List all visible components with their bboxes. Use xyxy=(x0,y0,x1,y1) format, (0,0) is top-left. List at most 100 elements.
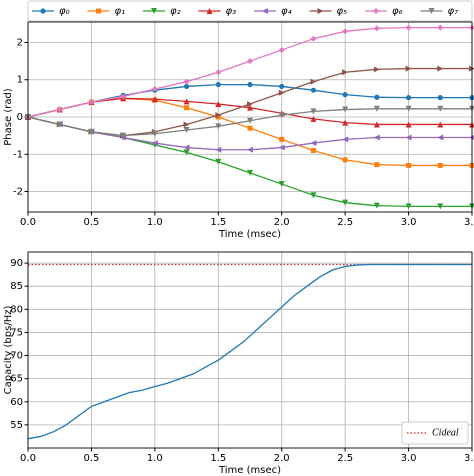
marker xyxy=(405,121,412,128)
series-line xyxy=(27,263,472,440)
marker xyxy=(278,112,285,119)
marker xyxy=(405,134,412,141)
x-tick-label: 1.5 xyxy=(210,453,226,464)
legend-marker xyxy=(96,8,101,14)
marker xyxy=(88,128,95,135)
y-axis-label: Phase (rad) xyxy=(3,88,14,146)
x-tick-label: 3.5 xyxy=(464,453,474,464)
marker xyxy=(469,203,474,210)
marker xyxy=(342,119,349,126)
marker xyxy=(247,100,253,107)
legend-marker xyxy=(428,8,435,14)
marker xyxy=(374,94,380,100)
marker xyxy=(437,24,444,31)
x-tick-label: 3.5 xyxy=(464,217,474,228)
marker xyxy=(278,89,285,96)
marker xyxy=(310,115,317,122)
marker xyxy=(183,127,190,134)
marker xyxy=(310,87,317,93)
marker xyxy=(342,199,349,206)
marker xyxy=(88,99,95,106)
marker xyxy=(342,28,349,35)
marker xyxy=(56,121,63,128)
y-tick-label: 90 xyxy=(10,258,23,269)
x-tick-label: 0.5 xyxy=(83,217,99,228)
marker xyxy=(215,69,222,76)
marker xyxy=(56,106,63,113)
marker xyxy=(151,130,158,137)
marker xyxy=(310,35,317,42)
marker xyxy=(437,134,444,141)
marker xyxy=(405,95,412,101)
legend-label: φ₅ xyxy=(337,6,348,17)
marker xyxy=(247,58,253,65)
x-tick-label: 0.5 xyxy=(83,453,99,464)
x-tick-label: 1.5 xyxy=(210,217,226,228)
marker xyxy=(342,136,349,143)
marker xyxy=(215,146,222,153)
marker xyxy=(215,112,222,119)
marker xyxy=(183,83,190,90)
legend-marker xyxy=(206,8,213,14)
marker xyxy=(310,140,317,147)
marker xyxy=(469,121,474,128)
marker xyxy=(183,98,190,105)
y-tick-label: 55 xyxy=(10,420,23,431)
x-tick-label: 2.5 xyxy=(337,453,353,464)
marker xyxy=(342,92,348,98)
y-tick-label: 80 xyxy=(10,304,23,315)
x-tick-label: 2.0 xyxy=(274,217,290,228)
marker xyxy=(247,117,253,124)
legend-label: φ₄ xyxy=(281,6,292,17)
marker xyxy=(310,78,317,85)
legend-label: φ₂ xyxy=(170,6,181,17)
legend-frame xyxy=(27,0,473,22)
y-axis-label: Capacity (bps/Hz) xyxy=(3,306,14,395)
marker xyxy=(151,140,158,147)
legend-label: φ₁ xyxy=(115,6,126,17)
legend-marker xyxy=(262,8,268,14)
marker xyxy=(151,96,158,103)
marker xyxy=(215,100,222,107)
series-line xyxy=(27,83,472,118)
marker xyxy=(405,105,412,112)
marker xyxy=(279,136,285,142)
x-axis-label: Time (msec) xyxy=(218,229,281,240)
legend-marker xyxy=(40,8,46,14)
legend-label: φ₇ xyxy=(448,6,459,17)
marker xyxy=(310,192,317,199)
marker xyxy=(215,81,221,88)
x-tick-label: 1.0 xyxy=(147,217,163,228)
axes-frame xyxy=(27,251,473,449)
y-tick-label: 2 xyxy=(17,37,23,48)
marker xyxy=(469,134,474,140)
marker xyxy=(374,162,380,168)
marker xyxy=(215,158,222,165)
legend-label: φ₃ xyxy=(226,6,237,17)
marker xyxy=(247,104,253,111)
marker xyxy=(151,86,158,93)
legend: φ₀ φ₁ φ₂ φ₃ φ₄ φ₅ φ₆ φ₇ xyxy=(27,0,473,22)
marker xyxy=(437,162,443,168)
marker xyxy=(469,105,474,112)
x-tick-label: 3.0 xyxy=(401,453,417,464)
legend-frame xyxy=(401,421,469,445)
marker xyxy=(215,123,222,130)
y-tick-label: -1 xyxy=(13,149,23,160)
y-tick-label: 60 xyxy=(10,397,23,408)
marker xyxy=(437,65,444,72)
marker xyxy=(342,106,349,113)
marker xyxy=(373,25,380,32)
marker xyxy=(437,203,444,210)
marker xyxy=(278,181,285,188)
legend-marker xyxy=(317,8,324,14)
marker xyxy=(183,78,190,85)
legend-label: φ₀ xyxy=(59,6,70,17)
marker xyxy=(373,121,380,128)
marker xyxy=(183,149,190,156)
marker xyxy=(373,105,380,112)
marker xyxy=(469,65,474,72)
marker xyxy=(183,144,190,151)
marker xyxy=(184,105,190,111)
marker xyxy=(373,134,380,141)
